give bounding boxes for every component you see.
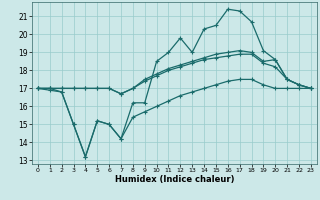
X-axis label: Humidex (Indice chaleur): Humidex (Indice chaleur) [115,175,234,184]
